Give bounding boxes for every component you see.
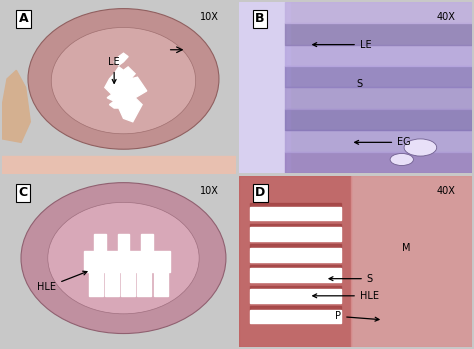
Ellipse shape — [48, 202, 199, 314]
Text: HLE: HLE — [313, 291, 379, 301]
Polygon shape — [250, 265, 341, 270]
Polygon shape — [89, 272, 102, 296]
Polygon shape — [250, 227, 341, 241]
Polygon shape — [285, 88, 472, 109]
Polygon shape — [105, 272, 119, 296]
Polygon shape — [285, 109, 472, 130]
Text: C: C — [18, 186, 28, 199]
Polygon shape — [94, 234, 106, 251]
Polygon shape — [285, 66, 472, 88]
Polygon shape — [250, 289, 341, 303]
Polygon shape — [250, 224, 341, 229]
Polygon shape — [250, 306, 341, 311]
Ellipse shape — [21, 183, 226, 334]
Ellipse shape — [28, 9, 219, 149]
Polygon shape — [250, 285, 341, 291]
Text: B: B — [255, 12, 264, 25]
Polygon shape — [351, 176, 472, 347]
Polygon shape — [285, 130, 472, 152]
Ellipse shape — [51, 28, 196, 134]
Polygon shape — [285, 23, 472, 45]
Text: EG: EG — [355, 138, 411, 147]
Text: 40X: 40X — [437, 12, 456, 22]
Text: 40X: 40X — [437, 186, 456, 196]
Polygon shape — [137, 272, 151, 296]
Text: LE: LE — [109, 57, 120, 83]
Polygon shape — [285, 45, 472, 66]
Polygon shape — [84, 251, 170, 272]
Text: LE: LE — [313, 40, 372, 50]
Text: 10X: 10X — [200, 186, 219, 196]
Ellipse shape — [404, 139, 437, 156]
Polygon shape — [154, 272, 168, 296]
Ellipse shape — [390, 154, 413, 165]
Text: S: S — [329, 274, 373, 284]
Polygon shape — [239, 176, 351, 347]
Polygon shape — [2, 70, 30, 142]
Polygon shape — [105, 67, 147, 122]
Polygon shape — [121, 272, 135, 296]
Polygon shape — [285, 2, 472, 23]
Polygon shape — [285, 152, 472, 173]
Polygon shape — [141, 234, 153, 251]
Polygon shape — [114, 53, 128, 65]
Polygon shape — [250, 244, 341, 250]
Polygon shape — [250, 310, 341, 323]
Text: HLE: HLE — [37, 271, 87, 292]
Polygon shape — [250, 203, 341, 208]
Text: 10X: 10X — [200, 12, 219, 22]
Text: P: P — [335, 311, 379, 321]
Text: A: A — [18, 12, 28, 25]
Polygon shape — [250, 207, 341, 220]
Polygon shape — [250, 268, 341, 282]
Text: M: M — [402, 243, 410, 253]
Text: S: S — [357, 79, 363, 89]
Polygon shape — [250, 248, 341, 261]
Polygon shape — [118, 234, 129, 251]
Polygon shape — [239, 2, 290, 173]
Text: D: D — [255, 186, 265, 199]
